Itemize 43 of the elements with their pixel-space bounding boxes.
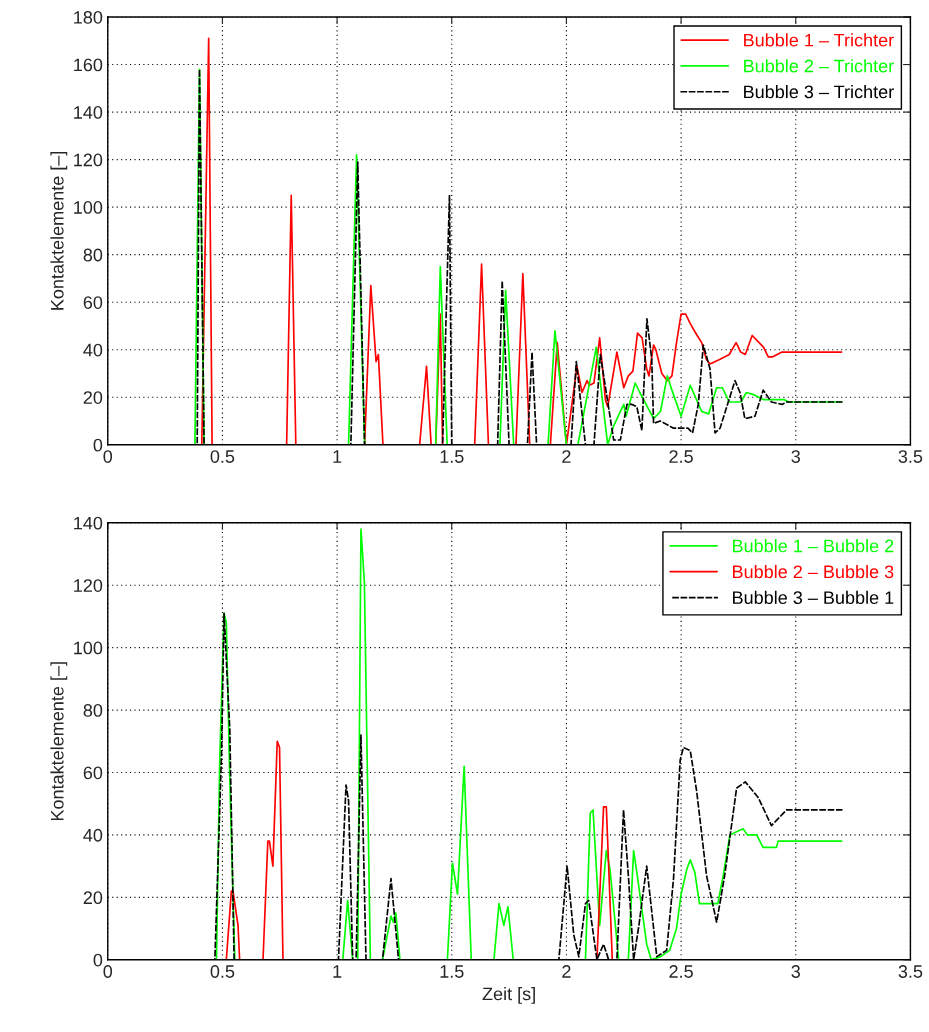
legend-label: Bubble 3 – Trichter [744,85,894,99]
x-tick-label: 1 [333,965,342,978]
x-tick-label: 3.5 [898,965,923,978]
legend-label: Bubble 1 – Bubble 2 [733,539,894,553]
y-tick-label: 80 [83,248,103,262]
y-tick-label: 180 [74,10,103,24]
x-tick-label: 0 [103,965,113,978]
x-tick-label: 1.5 [440,450,464,463]
x-tick-label: 0.5 [210,450,235,463]
legend-label: Bubble 1 – Trichter [744,33,894,47]
y-tick-label: 100 [74,201,103,214]
y-tick-label: 100 [74,641,103,655]
y-tick-label: 120 [74,153,103,167]
y-tick-label: 140 [74,516,103,530]
x-tick-label: 2 [562,450,571,463]
y-tick-label: 40 [83,828,103,842]
y-tick-label: 60 [83,766,103,780]
legend-label: Bubble 3 – Bubble 1 [733,590,894,605]
y-tick-label: 120 [74,579,103,592]
y-tick-label: 160 [74,58,103,72]
y-axis-title: Kontaktelemente [–] [50,151,68,310]
x-tick-label: 3 [791,965,800,978]
x-axis-title: Zeit [s] [482,987,535,1004]
y-axis-title: Kontaktelemente [–] [50,662,68,821]
y-tick-label: 40 [83,343,103,357]
x-tick-label: 0.5 [210,965,235,978]
x-tick-label: 2.5 [669,965,693,978]
y-tick-label: 60 [83,296,103,309]
y-tick-label: 0 [93,953,103,967]
legend-label: Bubble 2 – Bubble 3 [733,564,894,579]
x-tick-label: 2 [562,965,571,978]
x-tick-label: 2.5 [669,450,693,463]
y-tick-label: 20 [83,891,103,905]
x-tick-label: 1 [333,450,342,463]
x-tick-label: 1.5 [440,965,464,978]
legend-label: Bubble 2 – Trichter [744,59,894,73]
x-tick-label: 3.5 [898,450,923,463]
x-tick-label: 3 [791,450,800,463]
y-tick-label: 0 [93,438,103,452]
x-tick-label: 0 [103,450,113,463]
y-tick-label: 140 [74,106,103,119]
y-tick-label: 80 [83,704,103,717]
y-tick-label: 20 [83,391,103,404]
